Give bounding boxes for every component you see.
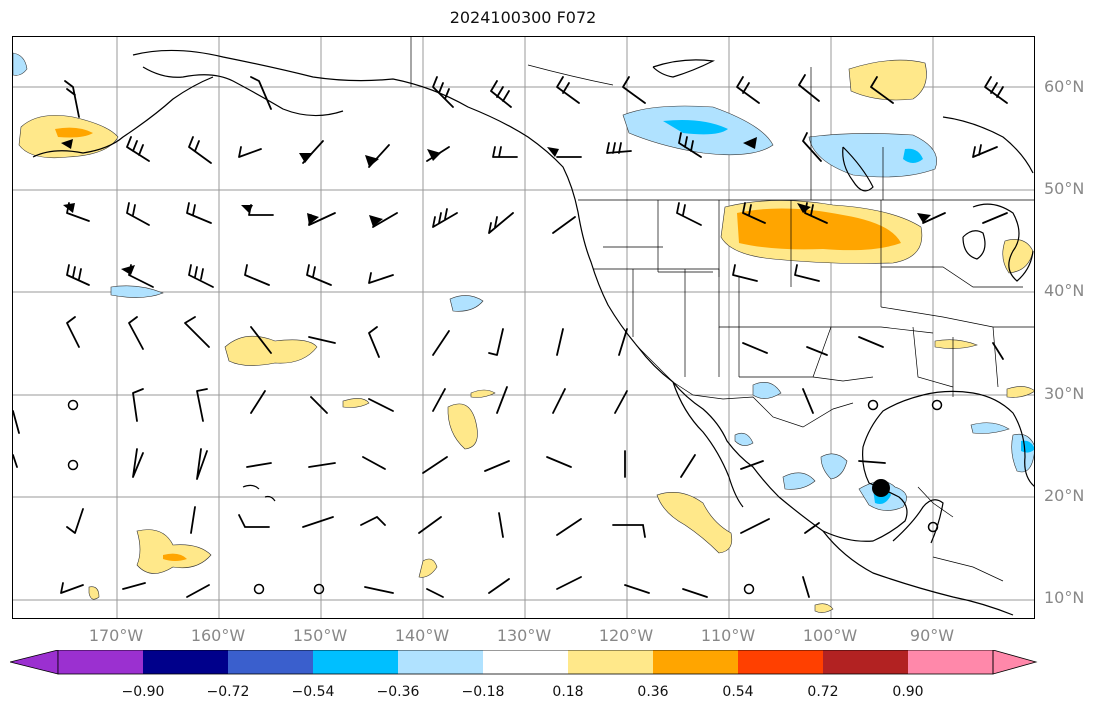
- colorbar-tick: 0.36: [637, 684, 669, 700]
- colorbar-tick: −0.54: [291, 684, 335, 700]
- lat-label-40n: 40°N: [1044, 281, 1085, 300]
- location-marker[interactable]: [872, 479, 890, 497]
- colorbar-tick: 0.90: [892, 684, 924, 700]
- anomaly-fills: [13, 52, 1034, 613]
- lon-label-110w: 110°W: [700, 626, 756, 645]
- lat-label-30n: 30°N: [1044, 384, 1085, 403]
- colorbar-segment: [653, 650, 738, 674]
- colorbar-segment: [568, 650, 653, 674]
- colorbar-tick: −0.36: [376, 684, 420, 700]
- colorbar-tick: −0.18: [461, 684, 505, 700]
- colorbar-tick: 0.54: [722, 684, 754, 700]
- lon-label-140w: 140°W: [394, 626, 450, 645]
- colorbar-tick: −0.72: [206, 684, 250, 700]
- colorbar-segment: [738, 650, 823, 674]
- lat-label-60n: 60°N: [1044, 77, 1085, 96]
- colorbar-tick: −0.90: [121, 684, 165, 700]
- graticule: [13, 37, 1034, 618]
- lat-label-20n: 20°N: [1044, 486, 1085, 505]
- colorbar-min-extend: [10, 650, 59, 675]
- map-panel[interactable]: [12, 36, 1035, 619]
- colorbar-segment: [228, 650, 313, 674]
- lon-label-160w: 160°W: [190, 626, 246, 645]
- colorbar-segment: [398, 650, 483, 674]
- pennant-barbs: [61, 137, 931, 275]
- colorbar-segment: [483, 650, 568, 674]
- lon-label-90w: 90°W: [909, 626, 955, 645]
- coastlines: [32, 49, 1034, 616]
- lon-label-170w: 170°W: [88, 626, 144, 645]
- colorbar-segment: [58, 650, 143, 674]
- colorbar-segment: [313, 650, 398, 674]
- colorbar: [10, 650, 1038, 675]
- wind-barbs: [13, 74, 1008, 598]
- colorbar-tick: 0.18: [552, 684, 584, 700]
- lon-label-120w: 120°W: [598, 626, 654, 645]
- lon-label-150w: 150°W: [292, 626, 348, 645]
- lon-label-130w: 130°W: [496, 626, 552, 645]
- colorbar-max-extend: [992, 650, 1038, 675]
- political-borders: [410, 37, 1034, 582]
- map-canvas: [13, 37, 1034, 618]
- calm-wind-circles: [67, 399, 943, 595]
- colorbar-segment: [823, 650, 908, 674]
- map-title: 2024100300 F072: [449, 8, 597, 27]
- lat-label-10n: 10°N: [1044, 588, 1085, 607]
- colorbar-segment: [143, 650, 228, 674]
- lat-label-50n: 50°N: [1044, 179, 1085, 198]
- colorbar-tick: 0.72: [807, 684, 839, 700]
- lon-label-100w: 100°W: [802, 626, 858, 645]
- colorbar-segment: [908, 650, 993, 674]
